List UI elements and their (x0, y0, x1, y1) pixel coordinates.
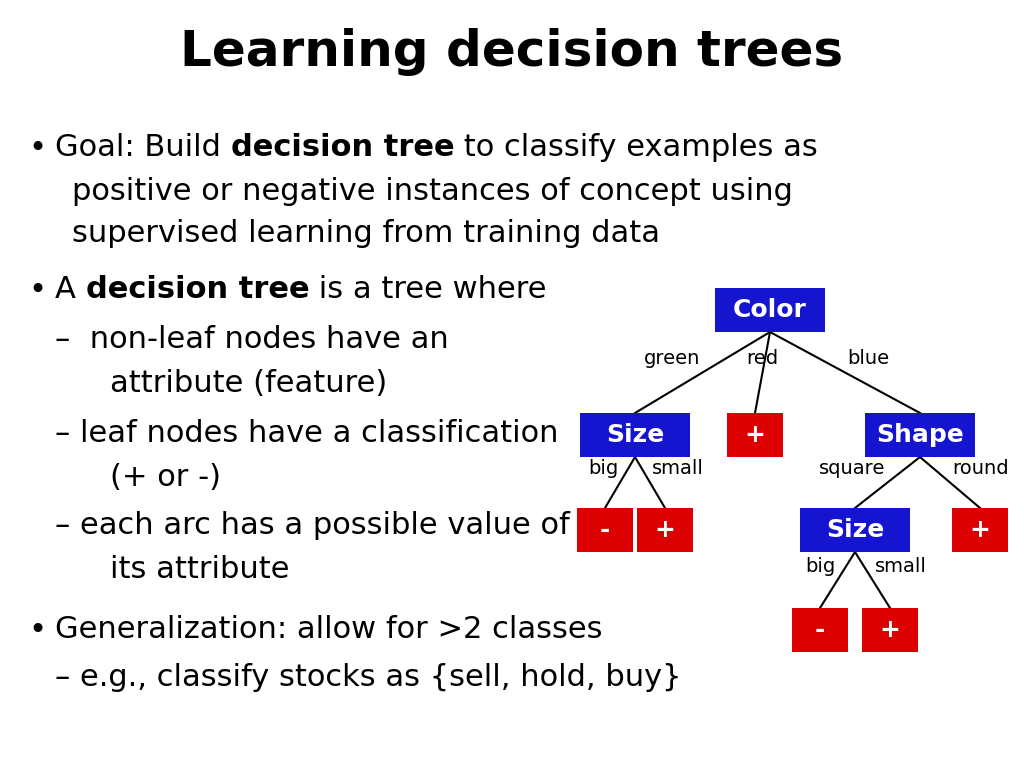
Text: red: red (746, 349, 778, 369)
Text: square: square (819, 459, 886, 478)
Text: +: + (744, 423, 765, 447)
FancyBboxPatch shape (637, 508, 693, 552)
Text: –  non-leaf nodes have an: – non-leaf nodes have an (55, 326, 449, 355)
Text: Generalization: allow for >2 classes: Generalization: allow for >2 classes (55, 615, 602, 644)
Text: -: - (815, 618, 825, 642)
Text: decision tree: decision tree (230, 134, 455, 163)
Text: •: • (28, 615, 46, 644)
Text: decision tree: decision tree (86, 276, 309, 304)
Text: Size: Size (606, 423, 665, 447)
FancyBboxPatch shape (800, 508, 910, 552)
Text: (+ or -): (+ or -) (110, 464, 221, 492)
Text: supervised learning from training data: supervised learning from training data (72, 220, 660, 249)
Text: to classify examples as: to classify examples as (455, 134, 818, 163)
Text: positive or negative instances of concept using: positive or negative instances of concep… (72, 177, 793, 207)
FancyBboxPatch shape (715, 288, 825, 332)
Text: green: green (644, 349, 700, 369)
Text: is a tree where: is a tree where (309, 276, 547, 304)
Text: -: - (600, 518, 610, 542)
Text: its attribute: its attribute (110, 555, 290, 584)
Text: blue: blue (847, 349, 889, 369)
Text: Goal: Build: Goal: Build (55, 134, 230, 163)
Text: Color: Color (733, 298, 807, 322)
FancyBboxPatch shape (727, 413, 783, 457)
Text: round: round (952, 459, 1009, 478)
FancyBboxPatch shape (952, 508, 1008, 552)
Text: •: • (28, 276, 46, 304)
FancyBboxPatch shape (580, 413, 690, 457)
Text: +: + (654, 518, 676, 542)
Text: Learning decision trees: Learning decision trees (180, 28, 844, 76)
FancyBboxPatch shape (862, 608, 918, 652)
Text: +: + (880, 618, 900, 642)
FancyBboxPatch shape (792, 608, 848, 652)
FancyBboxPatch shape (577, 508, 633, 552)
Text: – each arc has a possible value of: – each arc has a possible value of (55, 511, 569, 541)
Text: Size: Size (826, 518, 884, 542)
Text: big: big (805, 557, 836, 576)
Text: – leaf nodes have a classification: – leaf nodes have a classification (55, 419, 558, 449)
Text: big: big (588, 459, 618, 478)
Text: Shape: Shape (877, 423, 964, 447)
Text: A: A (55, 276, 86, 304)
Text: •: • (28, 134, 46, 163)
Text: – e.g., classify stocks as {sell, hold, buy}: – e.g., classify stocks as {sell, hold, … (55, 664, 682, 693)
Text: attribute (feature): attribute (feature) (110, 369, 387, 399)
FancyBboxPatch shape (865, 413, 975, 457)
Text: small: small (874, 557, 927, 576)
Text: small: small (652, 459, 703, 478)
Text: +: + (970, 518, 990, 542)
